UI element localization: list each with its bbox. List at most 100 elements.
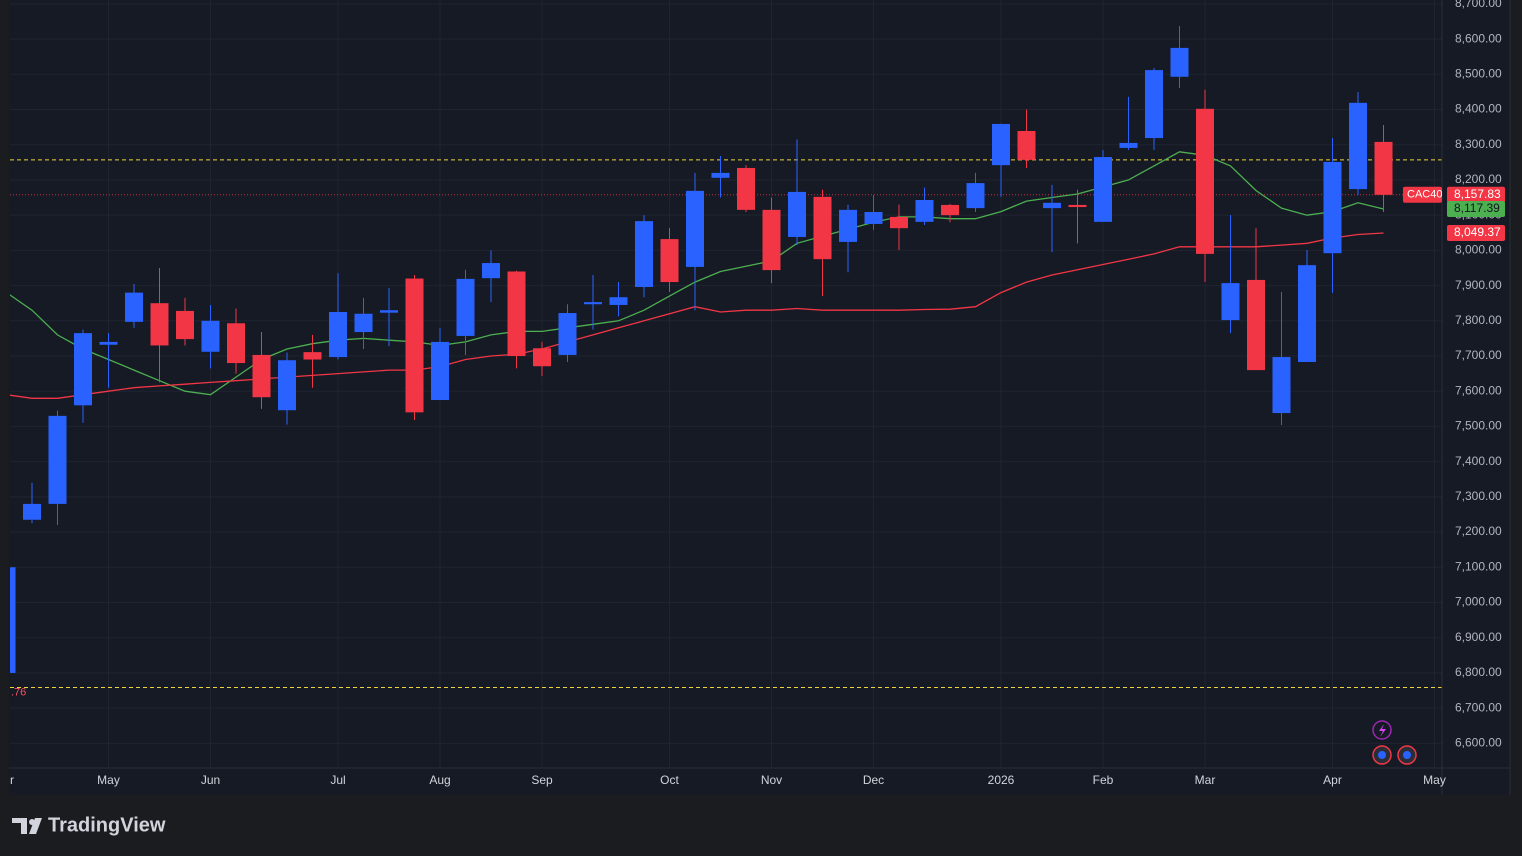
candle-body [329, 311, 347, 358]
candle-body [10, 567, 16, 673]
line-value-label-box [1447, 201, 1505, 218]
candle-body [788, 191, 806, 237]
candle-body [354, 313, 373, 333]
y-tick-label: 6,600.00 [1455, 736, 1502, 750]
candle-body [176, 310, 194, 340]
chart-pane [9, 0, 1510, 795]
candle-body [74, 333, 92, 406]
y-tick-label: 6,800.00 [1455, 665, 1502, 679]
candle-body [686, 190, 704, 267]
candle-body [584, 302, 602, 305]
candle-body [660, 239, 679, 283]
candle-body [635, 221, 653, 287]
brand-logo-dot [29, 819, 35, 825]
candle-body [380, 310, 398, 313]
candle-body [533, 348, 551, 367]
line-value-label: 8,117.39 [1454, 201, 1500, 215]
event-dot [1378, 751, 1386, 759]
candle-body [609, 297, 628, 305]
candle-body [1349, 102, 1367, 190]
candle-body [23, 503, 41, 520]
x-tick-label: Mar [1195, 773, 1216, 787]
x-tick-label: r [10, 773, 14, 787]
x-tick-label: Jul [330, 773, 345, 787]
alert-icon[interactable] [1372, 720, 1392, 740]
candle-body [1145, 70, 1163, 139]
candle-body [992, 123, 1010, 166]
x-tick-label: Aug [429, 773, 450, 787]
candle-body [711, 172, 730, 178]
candle-body [1170, 47, 1189, 77]
candle-body [99, 341, 118, 345]
x-tick-label: Nov [761, 773, 782, 787]
brand-name[interactable]: TradingView [48, 814, 166, 836]
y-tick-label: 7,900.00 [1455, 278, 1502, 292]
candle-body [1119, 142, 1138, 148]
y-tick-label: 8,400.00 [1455, 102, 1502, 116]
y-tick-label: 7,800.00 [1455, 313, 1502, 327]
candle-body [1298, 265, 1316, 362]
footer: TradingView [12, 814, 166, 836]
x-tick-label: Apr [1323, 773, 1342, 787]
symbol-label: CAC40 [1407, 189, 1442, 201]
reference-label: .76 [11, 686, 26, 698]
alert-glyph [1379, 724, 1386, 737]
y-tick-label: 7,000.00 [1455, 595, 1502, 609]
candle-body [252, 354, 271, 398]
candle-body [558, 313, 577, 355]
x-tick-label: May [1423, 773, 1446, 787]
y-tick-label: 8,500.00 [1455, 66, 1502, 80]
x-tick-label: Feb [1093, 773, 1114, 787]
candle-body [125, 292, 143, 322]
candle-body [762, 209, 781, 271]
x-tick-label: Dec [863, 773, 884, 787]
candle-body [839, 209, 857, 242]
y-tick-label: 7,700.00 [1455, 348, 1502, 362]
candle-body [456, 278, 475, 336]
indicator-icons [1372, 720, 1417, 765]
candle-body [227, 323, 245, 364]
y-tick-label: 7,300.00 [1455, 489, 1502, 503]
x-tick-label: Jun [201, 773, 220, 787]
candle-body [1221, 283, 1240, 321]
candle-body [405, 278, 424, 413]
y-tick-label: 8,300.00 [1455, 137, 1502, 151]
candle-body [303, 352, 322, 360]
candle-body [1272, 357, 1291, 414]
candle-body [482, 263, 500, 279]
axes: 6,600.00 6,700.00 6,800.00 6,900.00 7,000.00… [10, 0, 1505, 787]
candle-body [431, 341, 449, 401]
candle-body [941, 204, 959, 216]
candle-body [48, 415, 67, 504]
candle-body [1247, 279, 1265, 371]
candle-body [864, 211, 883, 224]
plot-area [10, 26, 1393, 673]
y-tick-label: 7,500.00 [1455, 419, 1502, 433]
candle-body [150, 303, 169, 346]
candle-body [201, 320, 220, 352]
candle-body [1374, 141, 1393, 195]
y-tick-label: 6,700.00 [1455, 700, 1502, 714]
candle-body [507, 271, 526, 357]
symbol-label-box [1403, 186, 1442, 203]
candle-body [1017, 130, 1036, 160]
candle-body [813, 196, 832, 260]
x-tick-label: Sep [531, 773, 553, 787]
candle-body [1068, 204, 1087, 208]
candle-body [737, 167, 755, 210]
y-tick-label: 7,400.00 [1455, 454, 1502, 468]
x-tick-label: May [97, 773, 120, 787]
candle-body [915, 200, 934, 222]
line-value-label: 8,049.37 [1454, 225, 1501, 239]
y-tick-label: 6,900.00 [1455, 630, 1502, 644]
candle-body [1323, 161, 1342, 254]
candle-body [890, 216, 908, 229]
candle-body [1094, 157, 1112, 222]
x-tick-label: 2026 [988, 773, 1015, 787]
line-value-label-box [1447, 224, 1505, 241]
y-tick-label: 8,200.00 [1455, 172, 1502, 186]
candle-body [278, 360, 296, 411]
candle-body [966, 183, 985, 209]
